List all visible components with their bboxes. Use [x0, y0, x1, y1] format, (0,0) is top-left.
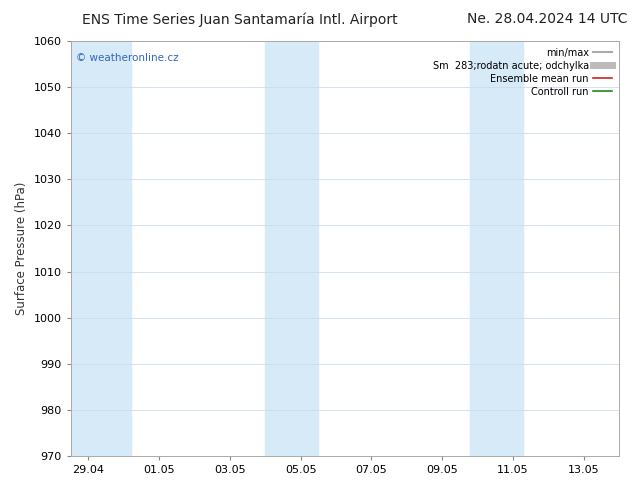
Bar	[265, 41, 318, 456]
Text: ENS Time Series Juan Santamaría Intl. Airport: ENS Time Series Juan Santamaría Intl. Ai…	[82, 12, 398, 27]
Text: Ne. 28.04.2024 14 UTC: Ne. 28.04.2024 14 UTC	[467, 12, 628, 26]
Bar	[71, 41, 131, 456]
Text: © weatheronline.cz: © weatheronline.cz	[76, 53, 179, 64]
Bar	[470, 41, 524, 456]
Legend: min/max, Sm  283;rodatn acute; odchylka, Ensemble mean run, Controll run: min/max, Sm 283;rodatn acute; odchylka, …	[429, 44, 616, 100]
Y-axis label: Surface Pressure (hPa): Surface Pressure (hPa)	[15, 182, 28, 315]
